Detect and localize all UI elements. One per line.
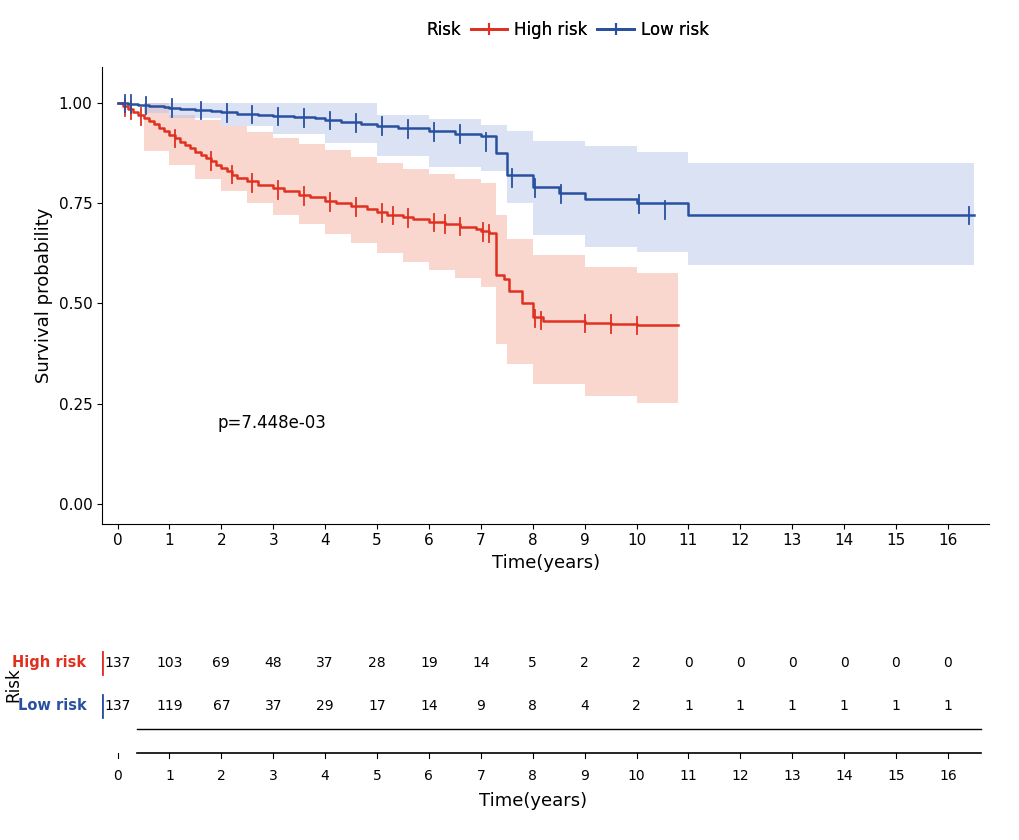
Text: 137: 137 bbox=[104, 656, 130, 669]
Text: 0: 0 bbox=[684, 656, 692, 669]
Text: 0: 0 bbox=[113, 769, 122, 783]
Text: 2: 2 bbox=[632, 656, 640, 669]
Text: 5: 5 bbox=[372, 769, 381, 783]
Text: 67: 67 bbox=[212, 699, 230, 713]
Text: 14: 14 bbox=[420, 699, 437, 713]
Legend: Risk, High risk, Low risk: Risk, High risk, Low risk bbox=[382, 21, 708, 39]
Text: 37: 37 bbox=[316, 656, 333, 669]
Text: Low risk: Low risk bbox=[17, 698, 87, 713]
Text: 1: 1 bbox=[787, 699, 796, 713]
Text: 3: 3 bbox=[269, 769, 277, 783]
Text: 6: 6 bbox=[424, 769, 433, 783]
Text: 29: 29 bbox=[316, 699, 333, 713]
Text: 5: 5 bbox=[528, 656, 537, 669]
Text: 0: 0 bbox=[787, 656, 796, 669]
Text: 37: 37 bbox=[264, 699, 281, 713]
Text: 9: 9 bbox=[580, 769, 589, 783]
Text: Risk: Risk bbox=[5, 667, 22, 701]
Text: 0: 0 bbox=[891, 656, 900, 669]
Y-axis label: Survival probability: Survival probability bbox=[35, 207, 53, 383]
Text: 28: 28 bbox=[368, 656, 385, 669]
Text: 69: 69 bbox=[212, 656, 230, 669]
Text: p=7.448e-03: p=7.448e-03 bbox=[217, 414, 326, 433]
Text: 16: 16 bbox=[938, 769, 956, 783]
Text: 103: 103 bbox=[156, 656, 182, 669]
Text: 1: 1 bbox=[684, 699, 692, 713]
Bar bbox=[587, 18, 644, 39]
Text: 15: 15 bbox=[887, 769, 904, 783]
Text: 7: 7 bbox=[476, 769, 485, 783]
Bar bbox=[460, 18, 517, 39]
Text: 8: 8 bbox=[528, 699, 537, 713]
Text: 13: 13 bbox=[783, 769, 800, 783]
Text: 14: 14 bbox=[472, 656, 489, 669]
Text: 2: 2 bbox=[217, 769, 225, 783]
Text: 11: 11 bbox=[679, 769, 697, 783]
Text: 119: 119 bbox=[156, 699, 182, 713]
Text: 19: 19 bbox=[420, 656, 437, 669]
Text: 9: 9 bbox=[476, 699, 485, 713]
Text: 1: 1 bbox=[839, 699, 848, 713]
Text: 1: 1 bbox=[735, 699, 744, 713]
Text: 0: 0 bbox=[839, 656, 848, 669]
Text: 0: 0 bbox=[736, 656, 744, 669]
Text: 0: 0 bbox=[943, 656, 952, 669]
X-axis label: Time(years): Time(years) bbox=[491, 554, 599, 572]
Text: 4: 4 bbox=[320, 769, 329, 783]
Text: 137: 137 bbox=[104, 699, 130, 713]
Text: 2: 2 bbox=[632, 699, 640, 713]
Text: 1: 1 bbox=[891, 699, 900, 713]
Text: 4: 4 bbox=[580, 699, 588, 713]
Text: Time(years): Time(years) bbox=[478, 792, 586, 810]
Text: 10: 10 bbox=[627, 769, 645, 783]
Text: 2: 2 bbox=[580, 656, 588, 669]
Text: 1: 1 bbox=[165, 769, 173, 783]
Text: 48: 48 bbox=[264, 656, 282, 669]
Text: 1: 1 bbox=[943, 699, 952, 713]
Text: 8: 8 bbox=[528, 769, 537, 783]
Text: High risk: High risk bbox=[12, 655, 87, 670]
Text: 12: 12 bbox=[731, 769, 748, 783]
Text: 17: 17 bbox=[368, 699, 385, 713]
Text: 14: 14 bbox=[835, 769, 852, 783]
